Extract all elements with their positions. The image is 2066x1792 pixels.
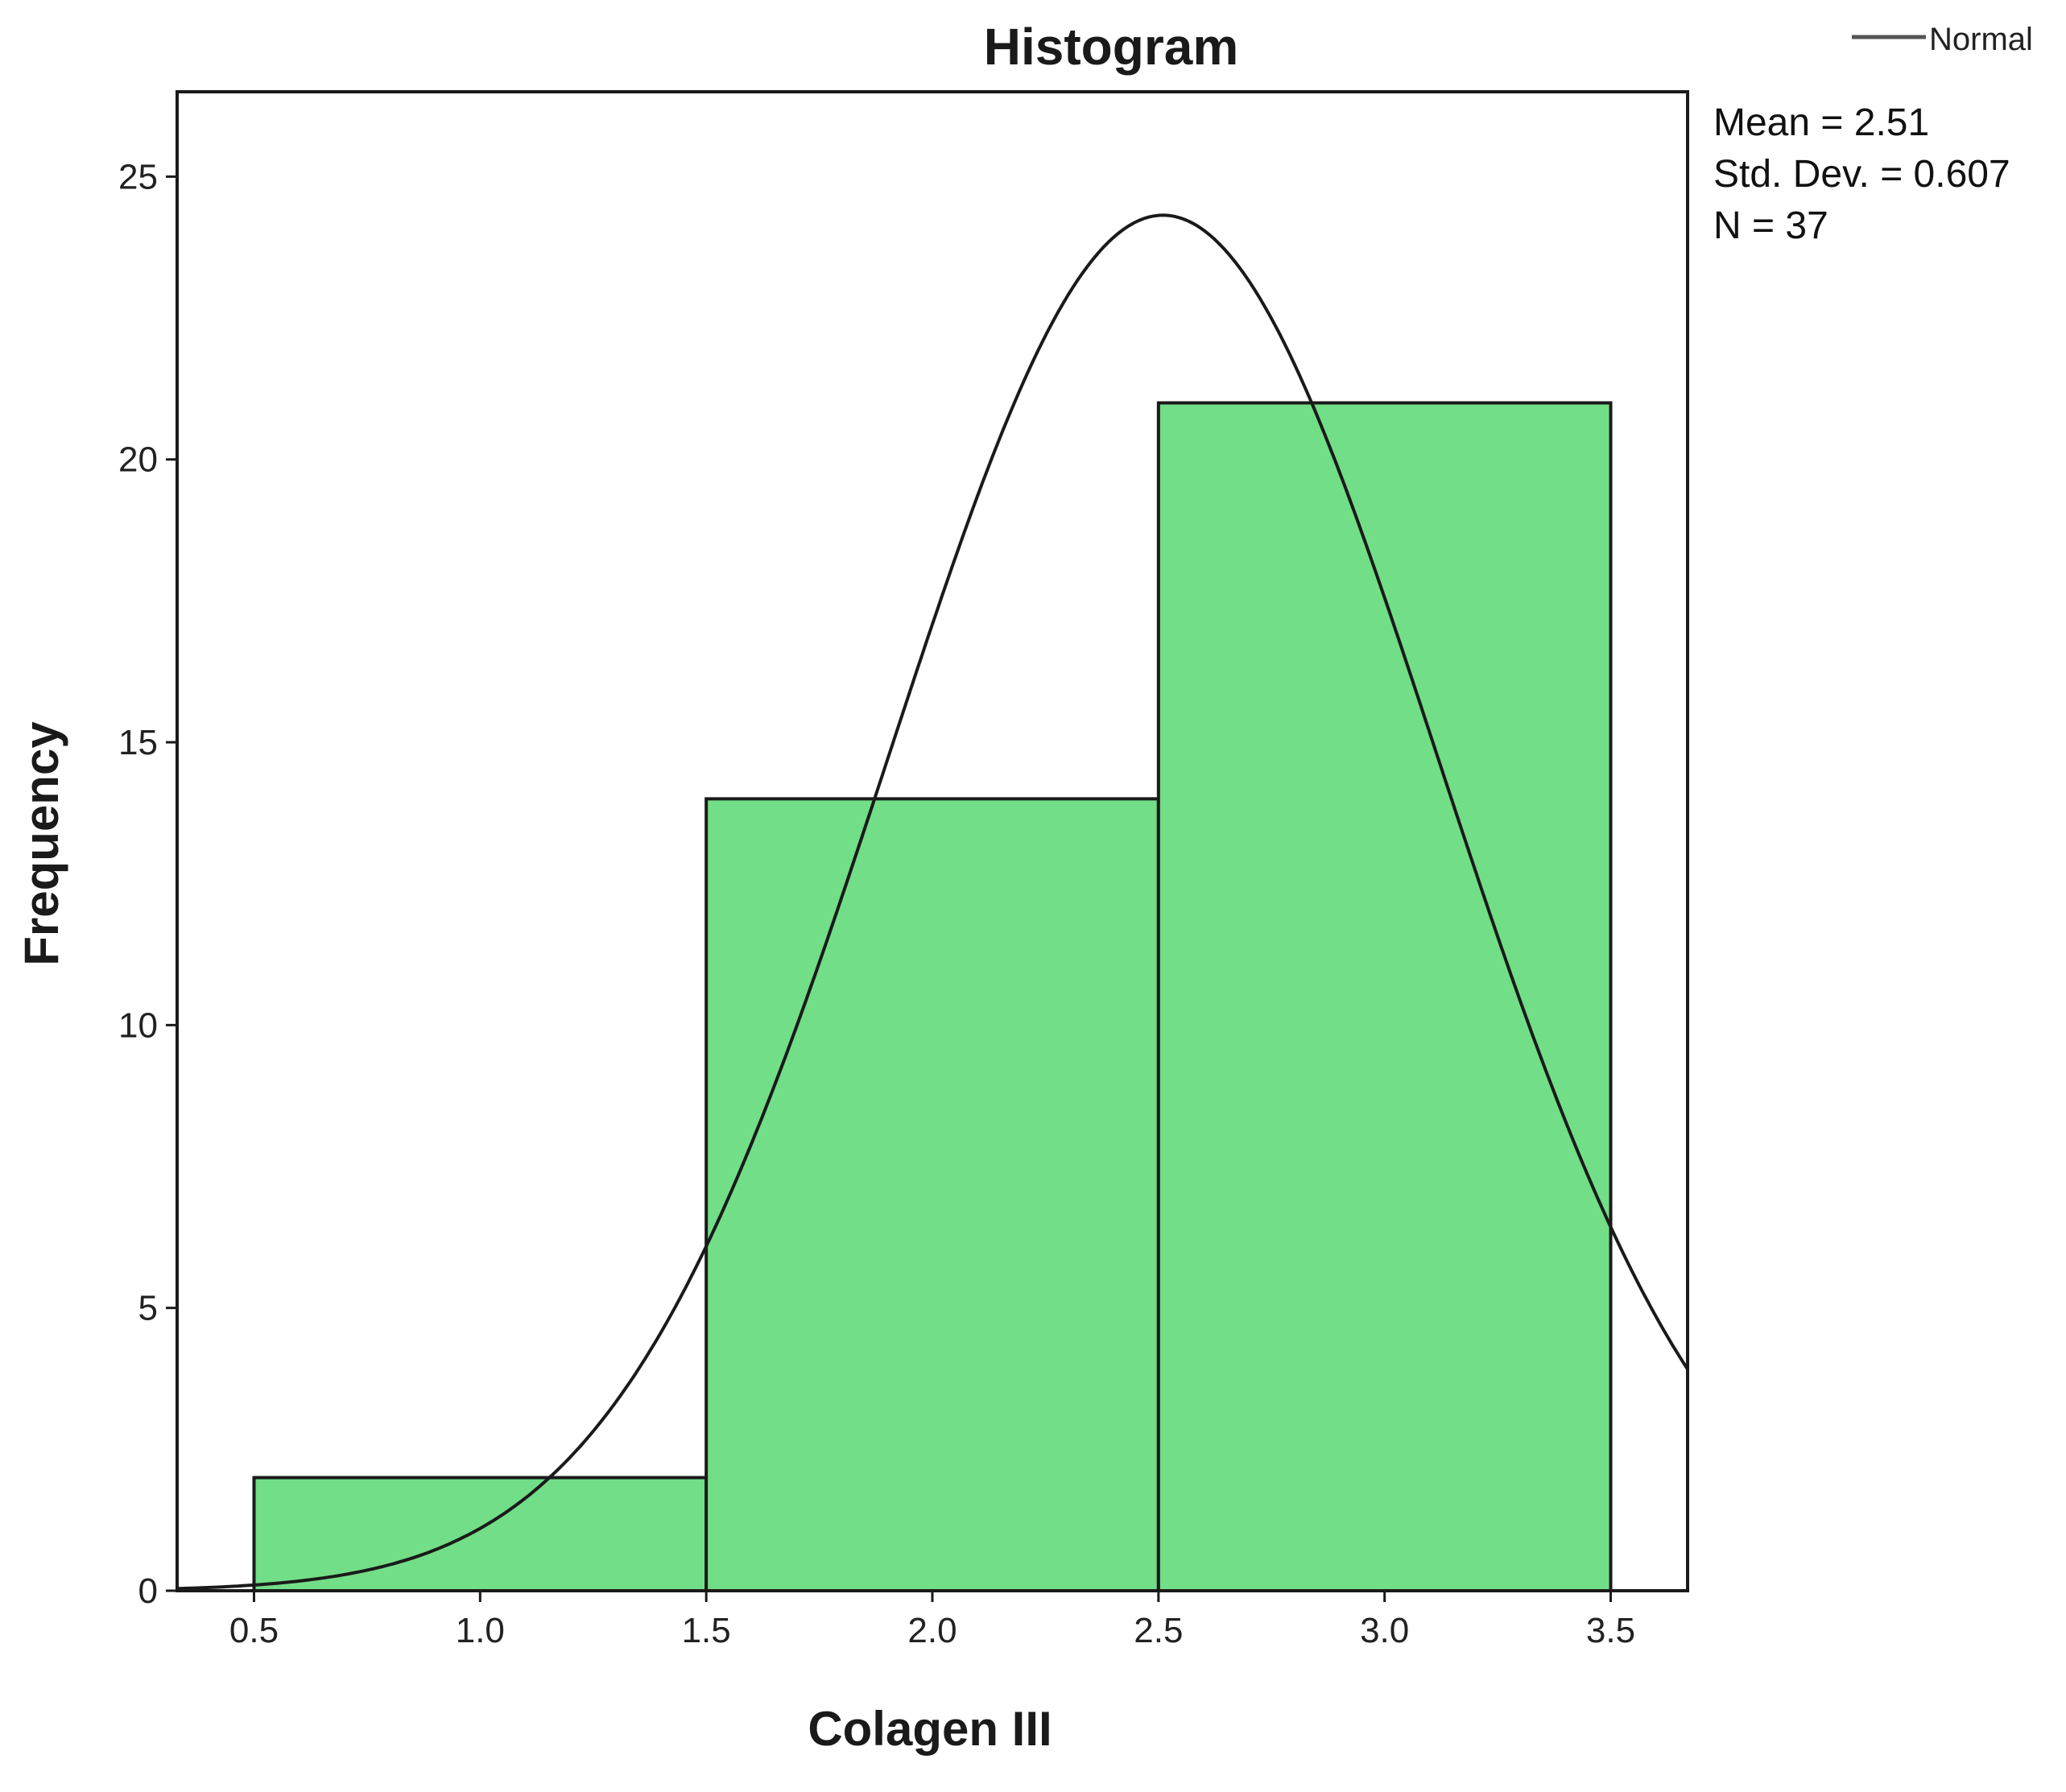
x-tick-label-2: 1.0 — [456, 1611, 505, 1650]
bars-group — [252, 401, 1613, 1592]
x-tick-label-1: 0.5 — [229, 1611, 279, 1650]
y-tick-label-3: 10 — [118, 1005, 158, 1045]
y-axis-title: Frequency — [14, 721, 68, 966]
histogram-bar-3 — [1156, 401, 1613, 1592]
y-tick-label-1: 0 — [138, 1571, 158, 1611]
chart-title: Histogram — [984, 18, 1239, 76]
x-tick-label-7: 3.5 — [1586, 1611, 1635, 1650]
y-tick-label-2: 5 — [138, 1289, 158, 1328]
histogram-bar-1 — [252, 1476, 709, 1592]
y-tick-label-4: 15 — [118, 723, 158, 762]
x-tick-label-6: 3.0 — [1360, 1611, 1409, 1650]
y-axis: 0 5 10 15 20 25 — [118, 157, 177, 1611]
legend-normal-label: Normal — [1929, 22, 2033, 57]
stat-std-dev: Std. Dev. = 0.607 — [1713, 153, 2010, 196]
stat-mean: Mean = 2.51 — [1713, 101, 1929, 144]
x-tick-label-3: 1.5 — [682, 1611, 731, 1650]
x-tick-label-4: 2.0 — [907, 1611, 957, 1650]
x-axis-title: Colagen III — [808, 1702, 1052, 1756]
stat-n: N = 37 — [1713, 204, 1828, 247]
normal-curve — [176, 213, 1689, 1591]
x-tick-label-5: 2.5 — [1134, 1611, 1183, 1650]
stats-box: Mean = 2.51 Std. Dev. = 0.607 N = 37 — [1713, 101, 2010, 247]
y-tick-label-5: 20 — [118, 440, 158, 480]
y-tick-label-6: 25 — [118, 157, 158, 196]
histogram-bar-2 — [705, 797, 1160, 1592]
legend: Normal — [1852, 22, 2033, 57]
x-axis: 0.5 1.0 1.5 2.0 2.5 3.0 3.5 — [229, 1591, 1635, 1650]
